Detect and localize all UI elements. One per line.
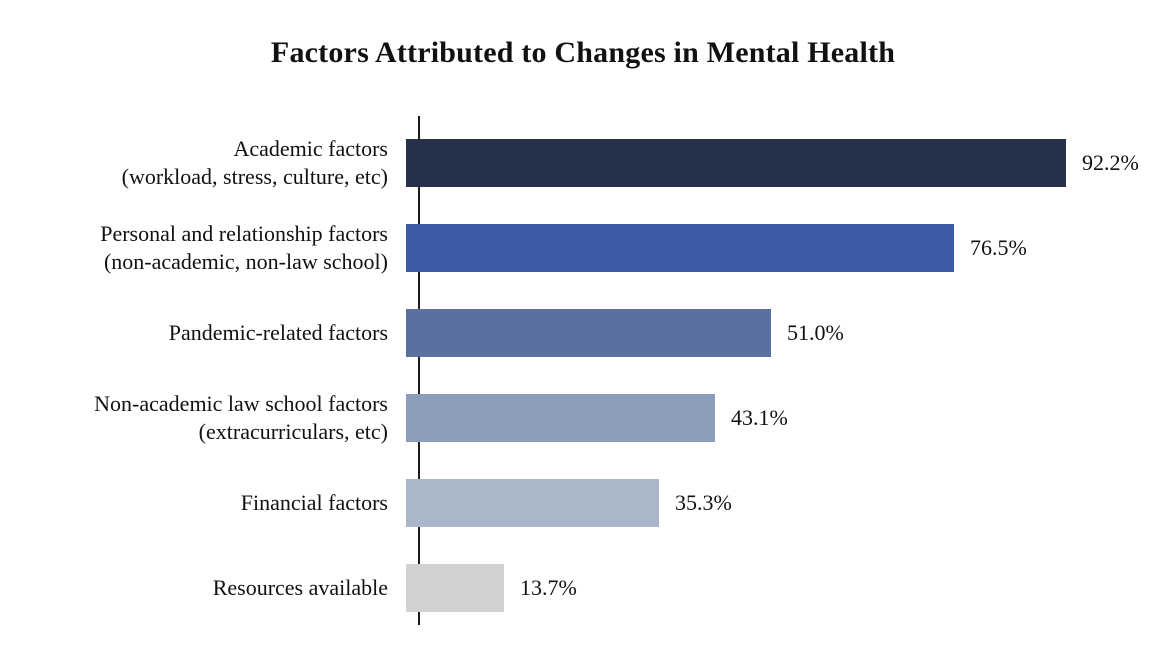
bar-track: 43.1% [406,393,1166,442]
bar-row: Pandemic-related factors 51.0% [0,290,1166,375]
category-label-line: Academic factors [233,135,388,161]
category-label: Non-academic law school factors (extracur… [0,390,404,446]
category-label-line: (workload, stress, culture, etc) [121,163,388,189]
bar [406,308,771,357]
category-label-line: Pandemic-related factors [168,319,388,345]
y-axis-line [418,116,420,625]
category-label-line: Personal and relationship factors [100,220,388,246]
bar-row: Academic factors (workload, stress, cultu… [0,120,1166,205]
bar-rows: Academic factors (workload, stress, cultu… [0,120,1166,630]
value-label: 35.3% [675,489,732,515]
bar-row: Non-academic law school factors (extracur… [0,375,1166,460]
category-label: Resources available [0,574,404,602]
value-label: 43.1% [731,404,788,430]
bar-track: 13.7% [406,563,1166,612]
value-label: 51.0% [787,319,844,345]
bar-track: 51.0% [406,308,1166,357]
bar-track: 92.2% [406,138,1166,187]
bar-row: Resources available 13.7% [0,545,1166,630]
bar [406,478,659,527]
category-label-line: (extracurriculars, etc) [198,418,388,444]
bar [406,393,715,442]
bar-row: Personal and relationship factors (non-ac… [0,205,1166,290]
chart-title: Factors Attributed to Changes in Mental … [270,36,896,69]
bar [406,563,504,612]
bar-row: Financial factors 35.3% [0,460,1166,545]
value-label: 92.2% [1082,149,1139,175]
category-label-line: (non-academic, non-law school) [103,248,388,274]
bar-chart: Academic factors (workload, stress, cultu… [0,108,1166,633]
category-label: Academic factors (workload, stress, cultu… [0,135,404,191]
category-label-line: Financial factors [240,489,388,515]
category-label: Financial factors [0,489,404,517]
value-label: 13.7% [520,574,577,600]
category-label: Pandemic-related factors [0,319,404,347]
category-label: Personal and relationship factors (non-ac… [0,220,404,276]
bar-track: 35.3% [406,478,1166,527]
category-label-line: Non-academic law school factors [94,390,388,416]
bar [406,223,954,272]
bar-track: 76.5% [406,223,1166,272]
category-label-line: Resources available [212,574,388,600]
value-label: 76.5% [970,234,1027,260]
bar [406,138,1066,187]
